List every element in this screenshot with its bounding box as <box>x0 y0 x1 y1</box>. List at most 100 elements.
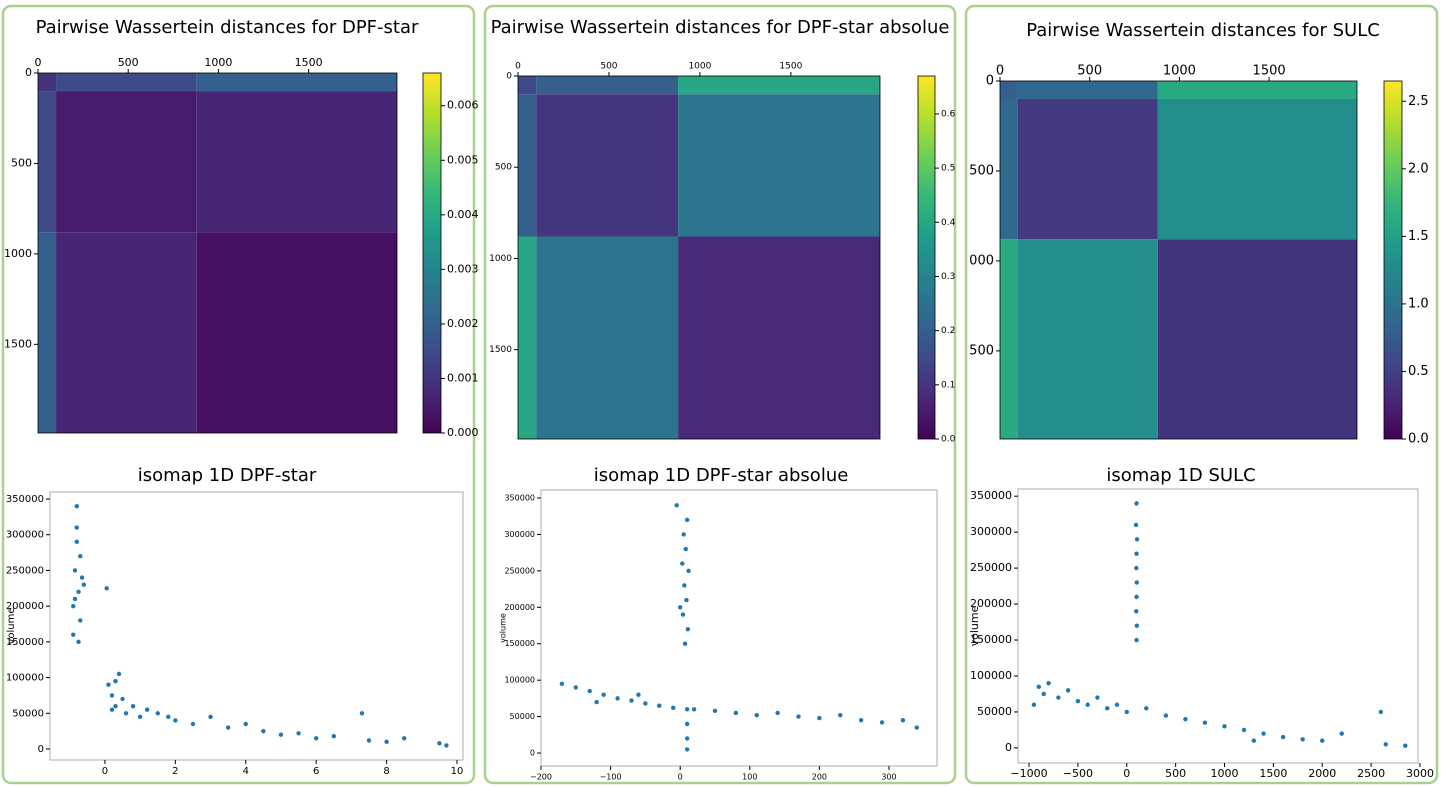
point <box>1075 698 1081 704</box>
x-tick-label: 2 <box>172 766 178 777</box>
point <box>113 678 118 684</box>
y-tick-label: 100000 <box>504 676 535 685</box>
point <box>278 732 284 737</box>
y-tick-label: 1500 <box>4 337 32 350</box>
colorbar-tick-label: 0.006 <box>447 99 479 112</box>
y-tick-label: 100000 <box>6 673 44 684</box>
point <box>71 632 76 637</box>
x-tick-label: 500 <box>600 62 617 72</box>
point <box>684 707 690 712</box>
point <box>1222 724 1227 729</box>
y-tick-label: 300000 <box>504 530 535 539</box>
colorbar <box>422 72 442 434</box>
point <box>384 739 389 745</box>
point <box>914 725 920 730</box>
point <box>1036 684 1042 689</box>
point <box>1144 706 1149 711</box>
colorbar-tick-label: 0.002 <box>447 317 479 330</box>
heatmap-cell <box>536 94 679 237</box>
colorbar-tick-label: 0.5 <box>1408 364 1429 379</box>
colorbar-tick-label: 0.003 <box>447 262 479 275</box>
point <box>683 546 688 552</box>
point <box>615 696 620 701</box>
point <box>331 733 336 739</box>
x-tick-label: 8 <box>383 766 389 777</box>
point <box>208 714 213 720</box>
point <box>1133 522 1139 528</box>
y-tick-label: 250000 <box>504 566 535 575</box>
point <box>680 561 685 566</box>
y-tick-label: 1000 <box>489 254 512 264</box>
chart-title: Pairwise Wassertein distances for DPF-st… <box>491 17 950 38</box>
y-tick-label: 500 <box>969 343 994 358</box>
colorbar-tick-label: 0.5 <box>941 164 955 174</box>
point <box>636 692 641 697</box>
x-tick-label: 1000 <box>204 56 232 69</box>
y-tick-label: 1000 <box>4 247 32 260</box>
y-tick-label: 50000 <box>977 705 1012 718</box>
heatmap-cell <box>56 232 197 433</box>
point <box>682 641 688 646</box>
point <box>71 603 76 609</box>
heatmap-cell <box>56 91 197 233</box>
x-tick-label: 0 <box>515 62 521 72</box>
y-tick-label: 1500 <box>489 345 512 355</box>
point <box>74 539 79 545</box>
y-tick-label: 50000 <box>12 708 44 719</box>
x-tick-label: 0 <box>1123 767 1130 780</box>
point <box>74 503 79 509</box>
axes-frame <box>999 80 1358 440</box>
point <box>1134 637 1139 643</box>
x-tick-label: 500 <box>1077 64 1102 79</box>
colorbar-tick-label: 0.4 <box>941 218 956 228</box>
point <box>681 532 686 537</box>
y-tick-label: 350000 <box>504 494 535 503</box>
point <box>1105 706 1110 711</box>
chart-title: Pairwise Wassertein distances for SULC <box>1026 20 1380 41</box>
point <box>1095 695 1100 700</box>
y-axis-label: volume <box>499 613 508 643</box>
point <box>601 692 606 697</box>
y-tick-label: 200000 <box>6 601 44 612</box>
point <box>190 721 196 727</box>
axes-frame <box>517 75 881 440</box>
point <box>359 711 365 716</box>
point <box>1134 594 1139 600</box>
point <box>685 626 691 632</box>
heatmap-cell <box>518 94 537 237</box>
x-tick-label: 4 <box>243 766 249 777</box>
x-tick-label: 0 <box>102 766 108 777</box>
point <box>74 525 79 530</box>
y-tick-label: 0 <box>25 66 32 79</box>
point <box>775 710 780 716</box>
x-tick-label: 0 <box>678 773 683 782</box>
x-tick-label: 200 <box>812 773 827 782</box>
x-tick-label: 1000 <box>688 62 711 72</box>
point <box>1085 702 1090 707</box>
y-tick-label: 000 <box>969 253 994 268</box>
point <box>1134 501 1139 506</box>
y-tick-label: 250000 <box>970 561 1012 574</box>
heatmap-cell <box>518 236 537 439</box>
point <box>116 671 122 677</box>
point <box>366 738 372 743</box>
heatmap-cell <box>1017 239 1158 439</box>
heatmap-cell <box>1000 81 1018 99</box>
y-tick-label: 350000 <box>6 494 44 505</box>
x-tick-label: −200 <box>530 773 552 782</box>
point <box>1280 734 1286 740</box>
axes-frame <box>1017 488 1419 764</box>
point <box>594 699 599 705</box>
x-tick-label: 1500 <box>1253 64 1286 79</box>
y-tick-label: 500 <box>495 163 512 173</box>
point <box>402 736 407 741</box>
heatmap-cell <box>1000 98 1018 240</box>
colorbar-tick-label: 0.3 <box>941 272 955 282</box>
y-tick-label: 0 <box>506 72 512 82</box>
x-tick-label: 6 <box>313 766 319 777</box>
point <box>796 714 801 719</box>
heatmap-cell <box>1157 81 1357 99</box>
x-tick-label: 1000 <box>1163 64 1196 79</box>
point <box>879 720 885 725</box>
